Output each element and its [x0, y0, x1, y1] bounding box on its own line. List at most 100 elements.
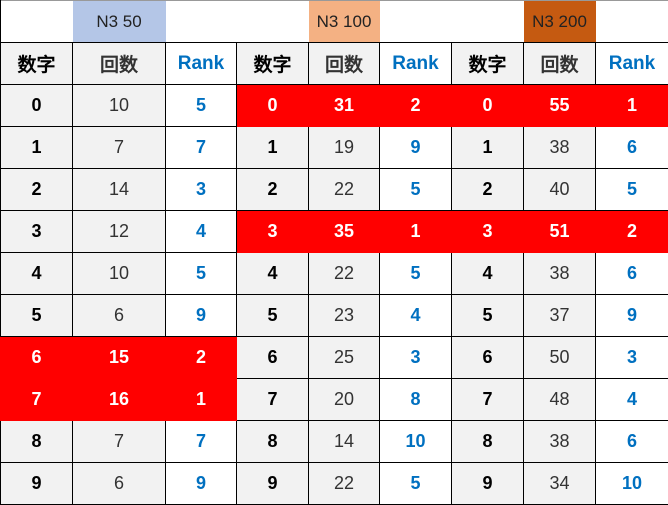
rank-cell: 7 — [166, 127, 237, 169]
digit-cell: 4 — [1, 253, 73, 295]
rank-cell: 3 — [380, 337, 452, 379]
count-cell: 23 — [309, 295, 380, 337]
digit-cell: 9 — [237, 463, 309, 505]
count-cell: 25 — [309, 337, 380, 379]
digit-cell: 2 — [1, 169, 73, 211]
count-cell: 22 — [309, 169, 380, 211]
rank-cell: 2 — [166, 337, 237, 379]
rank-cell: 3 — [596, 337, 668, 379]
rank-cell: 7 — [166, 421, 237, 463]
count-cell: 48 — [524, 379, 596, 421]
count-cell: 10 — [73, 85, 166, 127]
rank-cell: 5 — [596, 169, 668, 211]
count-cell: 55 — [524, 85, 596, 127]
empty-cell — [452, 1, 524, 43]
digit-cell: 3 — [1, 211, 73, 253]
count-cell: 37 — [524, 295, 596, 337]
column-header: 数字 — [452, 43, 524, 85]
digit-cell: 4 — [237, 253, 309, 295]
digit-cell: 5 — [1, 295, 73, 337]
digit-cell: 2 — [237, 169, 309, 211]
rank-cell: 2 — [380, 85, 452, 127]
empty-cell — [380, 1, 452, 43]
digit-cell: 5 — [452, 295, 524, 337]
digit-cell: 9 — [452, 463, 524, 505]
count-cell: 50 — [524, 337, 596, 379]
digit-cell: 1 — [452, 127, 524, 169]
column-header: Rank — [596, 43, 668, 85]
rank-cell: 9 — [596, 295, 668, 337]
digit-cell: 2 — [452, 169, 524, 211]
digit-cell: 9 — [1, 463, 73, 505]
column-header: Rank — [166, 43, 237, 85]
column-header: Rank — [380, 43, 452, 85]
empty-cell — [596, 1, 668, 43]
rank-cell: 9 — [380, 127, 452, 169]
digit-cell: 8 — [237, 421, 309, 463]
digit-cell: 1 — [237, 127, 309, 169]
count-cell: 16 — [73, 379, 166, 421]
count-cell: 38 — [524, 127, 596, 169]
rank-cell: 3 — [166, 169, 237, 211]
digit-cell: 7 — [237, 379, 309, 421]
count-cell: 6 — [73, 295, 166, 337]
rank-cell: 4 — [166, 211, 237, 253]
count-cell: 38 — [524, 253, 596, 295]
rank-cell: 1 — [380, 211, 452, 253]
digit-cell: 7 — [452, 379, 524, 421]
empty-cell — [237, 1, 309, 43]
count-cell: 20 — [309, 379, 380, 421]
rank-cell: 1 — [596, 85, 668, 127]
digit-cell: 6 — [237, 337, 309, 379]
rank-cell: 4 — [380, 295, 452, 337]
count-cell: 51 — [524, 211, 596, 253]
rank-cell: 9 — [166, 295, 237, 337]
column-header: 回数 — [524, 43, 596, 85]
rank-cell: 6 — [596, 127, 668, 169]
column-header: 回数 — [73, 43, 166, 85]
digit-cell: 4 — [452, 253, 524, 295]
count-cell: 38 — [524, 421, 596, 463]
count-cell: 34 — [524, 463, 596, 505]
rank-cell: 5 — [380, 253, 452, 295]
digit-cell: 0 — [237, 85, 309, 127]
column-header: 数字 — [237, 43, 309, 85]
digit-cell: 5 — [237, 295, 309, 337]
digit-cell: 6 — [1, 337, 73, 379]
rank-cell: 1 — [166, 379, 237, 421]
digit-cell: 1 — [1, 127, 73, 169]
digit-cell: 8 — [452, 421, 524, 463]
rank-cell: 6 — [596, 253, 668, 295]
count-cell: 22 — [309, 253, 380, 295]
rank-cell: 5 — [166, 253, 237, 295]
rank-cell: 5 — [380, 463, 452, 505]
digit-cell: 6 — [452, 337, 524, 379]
digit-cell: 0 — [1, 85, 73, 127]
count-cell: 40 — [524, 169, 596, 211]
rank-cell: 10 — [380, 421, 452, 463]
digit-cell: 7 — [1, 379, 73, 421]
count-cell: 14 — [73, 169, 166, 211]
count-cell: 7 — [73, 421, 166, 463]
count-cell: 7 — [73, 127, 166, 169]
count-cell: 12 — [73, 211, 166, 253]
digit-cell: 3 — [237, 211, 309, 253]
rank-cell: 9 — [166, 463, 237, 505]
rank-cell: 4 — [596, 379, 668, 421]
digit-cell: 8 — [1, 421, 73, 463]
rank-cell: 8 — [380, 379, 452, 421]
count-cell: 14 — [309, 421, 380, 463]
rank-cell: 6 — [596, 421, 668, 463]
group-title: N3 50 — [73, 1, 166, 43]
